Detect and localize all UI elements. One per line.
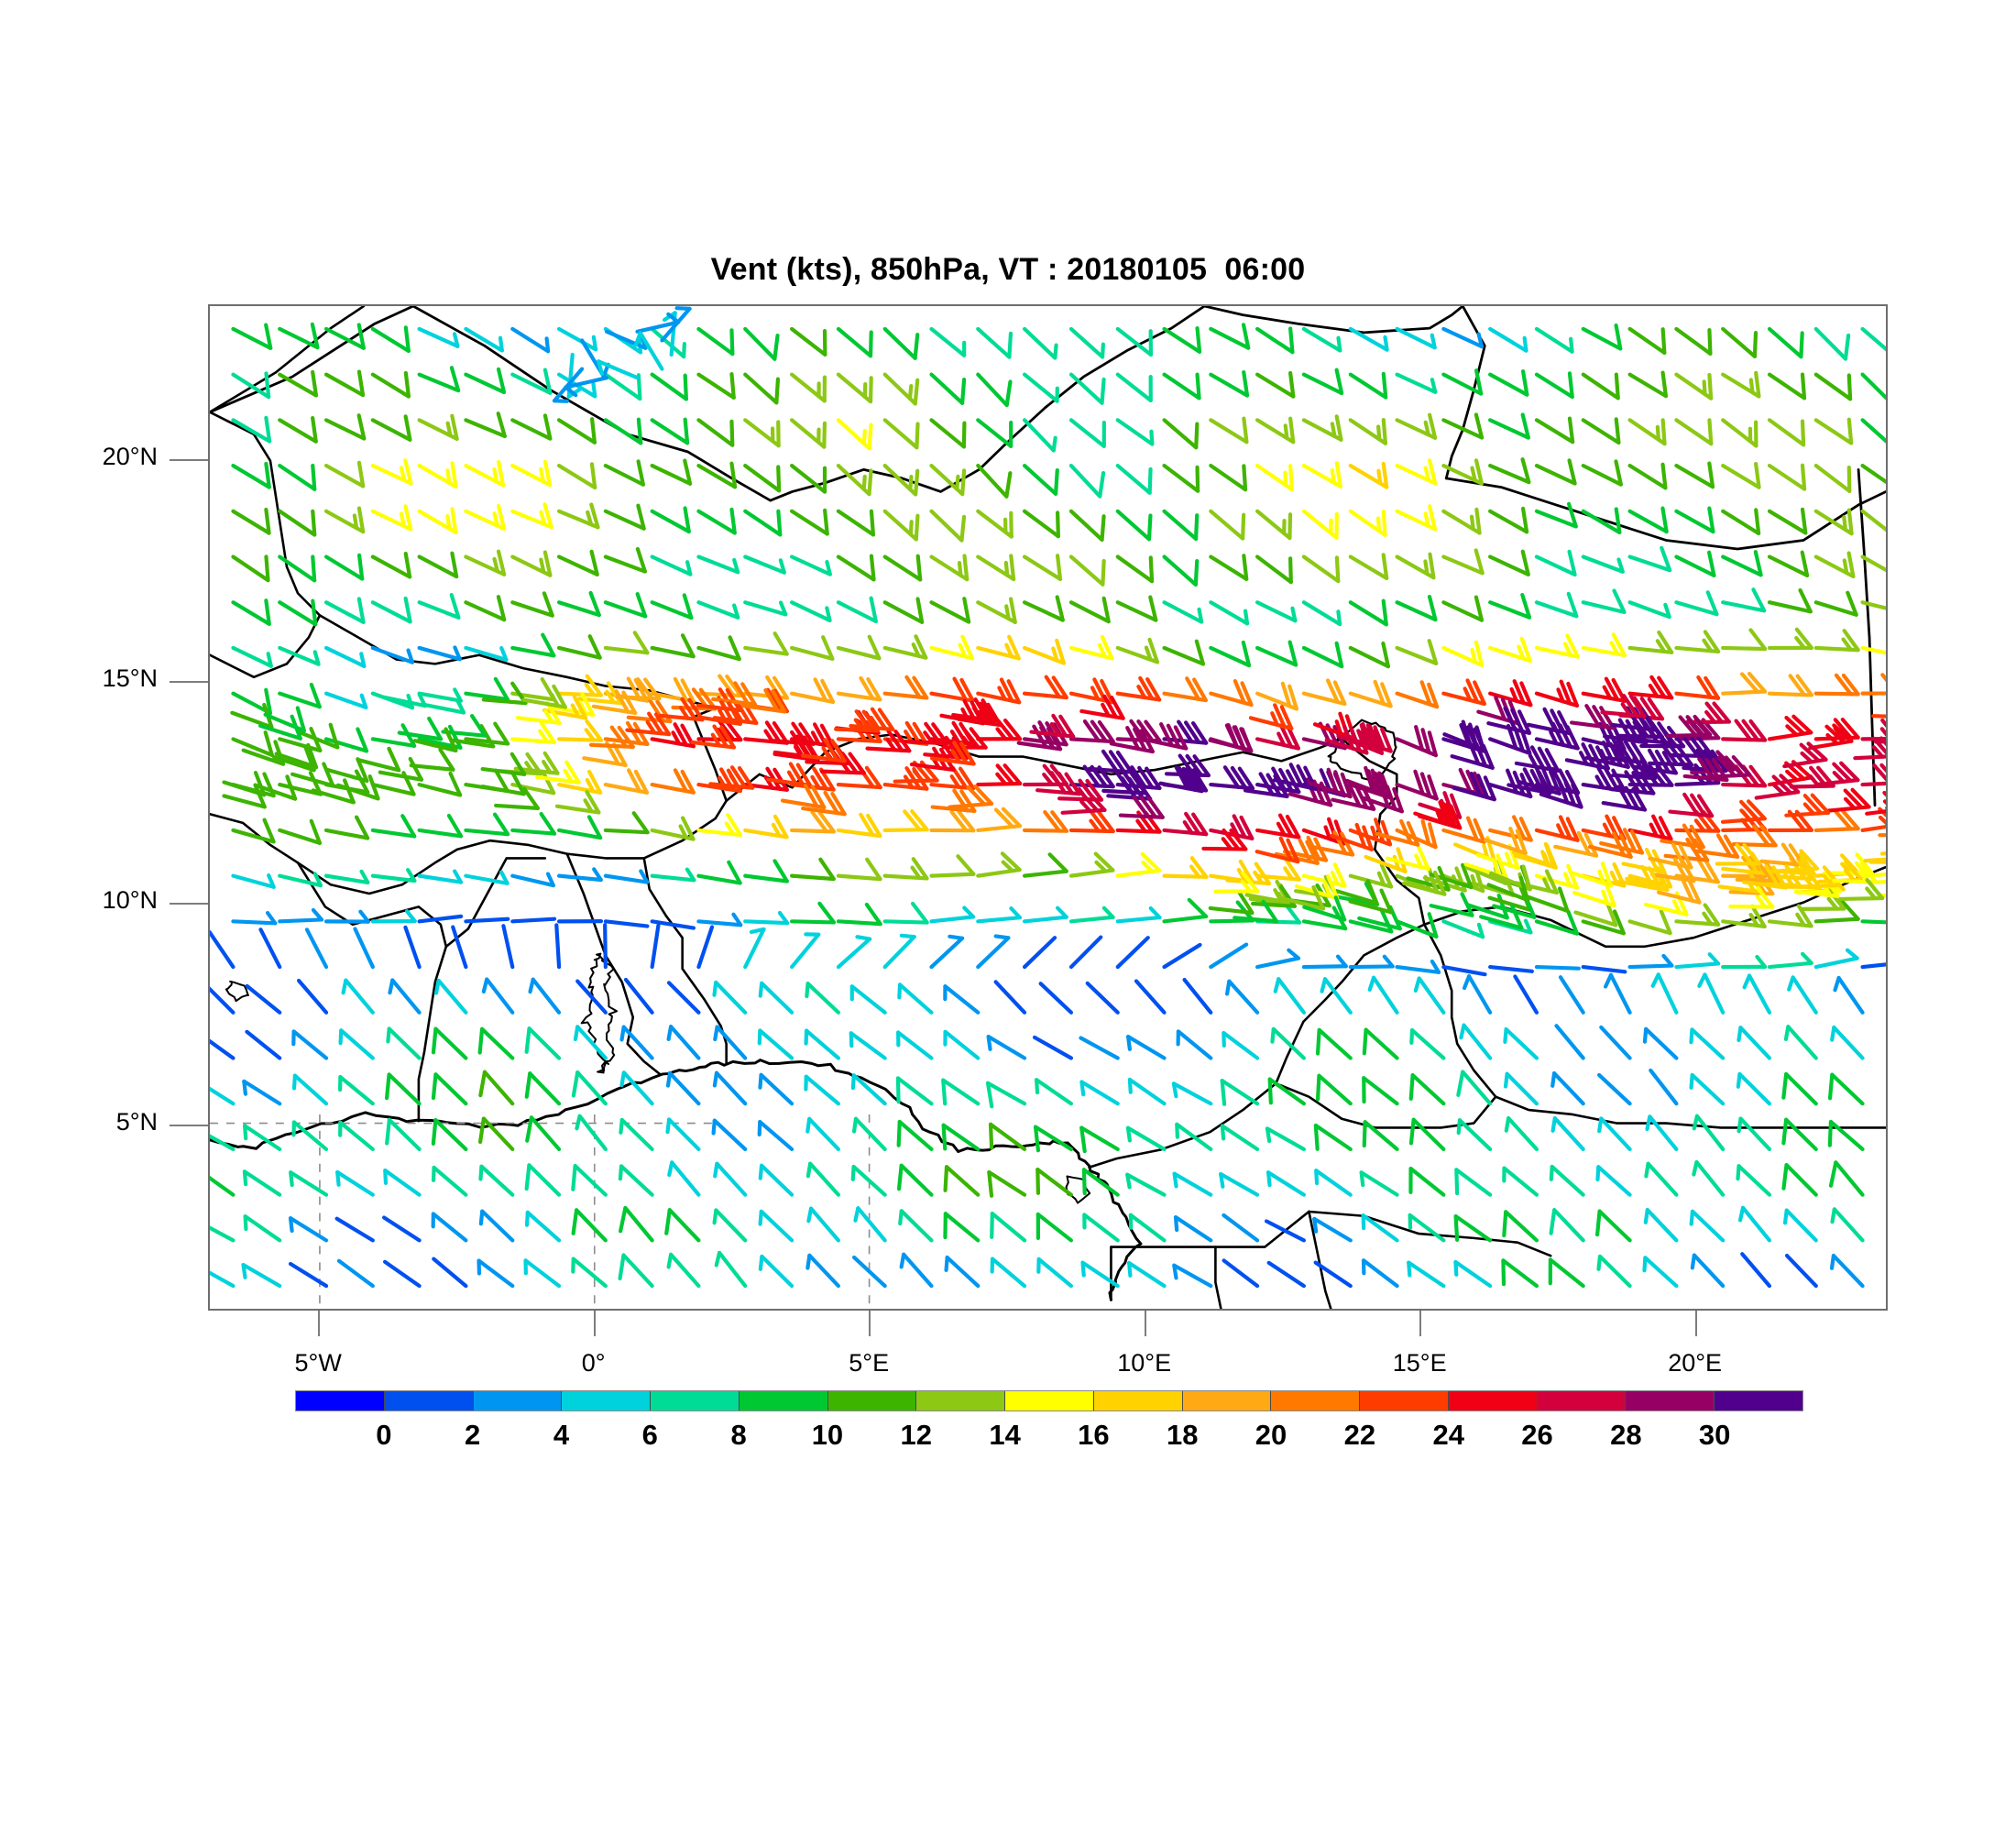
lon-tick-5°E bbox=[869, 1311, 871, 1336]
colorbar-cell-12 bbox=[1360, 1391, 1449, 1410]
colorbar-label-4: 4 bbox=[553, 1419, 570, 1451]
colorbar-label-30: 30 bbox=[1698, 1419, 1731, 1451]
lat-tick-10°N bbox=[170, 902, 208, 905]
colorbar-cell-14 bbox=[1537, 1391, 1627, 1410]
colorbar-cell-16 bbox=[1715, 1391, 1803, 1410]
colorbar-cell-6 bbox=[827, 1391, 917, 1410]
colorbar-label-0: 0 bbox=[376, 1419, 392, 1451]
colorbar-label-20: 20 bbox=[1255, 1419, 1287, 1451]
lat-label-15°N: 15°N bbox=[102, 664, 158, 693]
lon-tick-5°W bbox=[318, 1311, 321, 1336]
colorbar-label-28: 28 bbox=[1610, 1419, 1642, 1451]
lat-label-10°N: 10°N bbox=[102, 885, 158, 914]
lon-tick-15°E bbox=[1419, 1311, 1422, 1336]
colorbar-cell-3 bbox=[562, 1391, 652, 1410]
colorbar-label-22: 22 bbox=[1343, 1419, 1376, 1451]
lon-tick-20°E bbox=[1694, 1311, 1697, 1336]
colorbar-cell-1 bbox=[384, 1391, 474, 1410]
lon-label-0°: 0° bbox=[581, 1349, 606, 1377]
colorbar-label-8: 8 bbox=[730, 1419, 747, 1451]
lon-label-15°E: 15°E bbox=[1392, 1349, 1447, 1377]
lon-label-20°E: 20°E bbox=[1668, 1349, 1723, 1377]
colorbar-label-2: 2 bbox=[465, 1419, 481, 1451]
lon-label-5°E: 5°E bbox=[849, 1349, 890, 1377]
colorbar-label-10: 10 bbox=[811, 1419, 844, 1451]
colorbar-label-26: 26 bbox=[1521, 1419, 1553, 1451]
page-title: Vent (kts), 850hPa, VT : 20180105 06:00 bbox=[710, 252, 1306, 287]
lat-tick-20°N bbox=[170, 459, 208, 462]
lon-label-5°W: 5°W bbox=[294, 1349, 342, 1377]
colorbar-label-16: 16 bbox=[1078, 1419, 1110, 1451]
colorbar-cell-2 bbox=[473, 1391, 563, 1410]
colorbar-cell-0 bbox=[296, 1391, 385, 1410]
colorbar-cell-8 bbox=[1005, 1391, 1094, 1410]
lon-tick-10°E bbox=[1144, 1311, 1146, 1336]
colorbar-cell-5 bbox=[739, 1391, 828, 1410]
map-plot-area bbox=[208, 304, 1888, 1311]
lon-label-10°E: 10°E bbox=[1117, 1349, 1172, 1377]
colorbar-cell-10 bbox=[1182, 1391, 1272, 1410]
colorbar-label-18: 18 bbox=[1166, 1419, 1199, 1451]
colorbar-cell-9 bbox=[1093, 1391, 1183, 1410]
colorbar-label-12: 12 bbox=[900, 1419, 932, 1451]
lat-label-20°N: 20°N bbox=[102, 443, 158, 471]
lat-tick-5°N bbox=[170, 1124, 208, 1126]
colorbar-cell-11 bbox=[1271, 1391, 1361, 1410]
colorbar-cell-4 bbox=[651, 1391, 740, 1410]
colorbar-cell-15 bbox=[1626, 1391, 1715, 1410]
colorbar-cell-13 bbox=[1448, 1391, 1538, 1410]
lat-label-5°N: 5°N bbox=[115, 1107, 158, 1136]
colorbar-label-14: 14 bbox=[989, 1419, 1021, 1451]
colorbar bbox=[295, 1390, 1803, 1411]
lon-tick-0° bbox=[593, 1311, 596, 1336]
lat-tick-15°N bbox=[170, 681, 208, 684]
colorbar-label-24: 24 bbox=[1432, 1419, 1464, 1451]
wind-barb-layer bbox=[210, 306, 1886, 1289]
colorbar-label-6: 6 bbox=[641, 1419, 658, 1451]
colorbar-cell-7 bbox=[916, 1391, 1006, 1410]
